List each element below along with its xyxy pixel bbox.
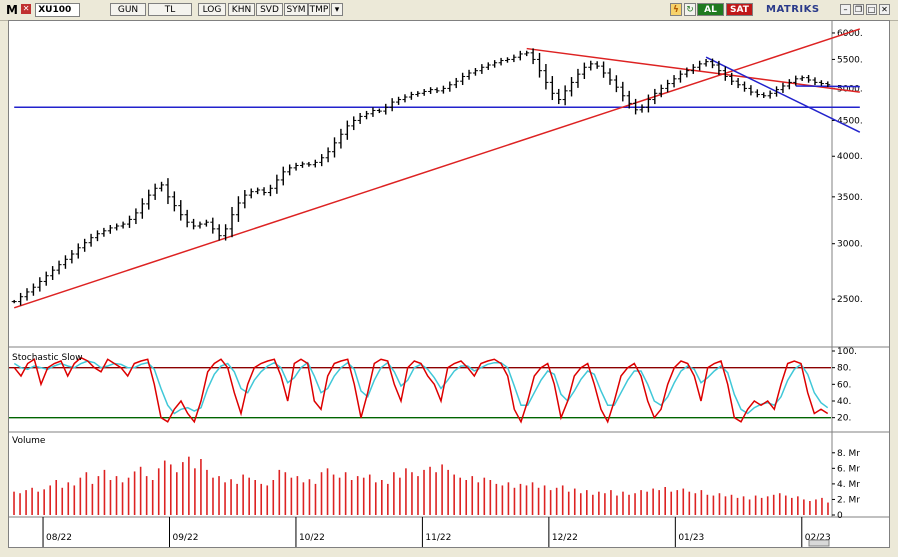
- stochastic-series-line: [13, 360, 829, 415]
- trendline: [13, 28, 861, 309]
- symbol-prefix: M: [6, 3, 18, 17]
- log-scale-button[interactable]: LOG: [198, 3, 226, 16]
- tmp-button[interactable]: TMP: [308, 3, 330, 16]
- volume-y-tick-label: 2. Mr: [837, 495, 860, 505]
- volume-y-tick-label: 0: [837, 511, 843, 521]
- x-axis-month-label: 11/22: [425, 533, 451, 543]
- volume-y-tick-label: 6. Mr: [837, 464, 860, 474]
- svd-button[interactable]: SVD: [256, 3, 283, 16]
- price-y-tick-label: 3500.: [837, 193, 863, 203]
- chart-canvas[interactable]: 2500. 3000. 3500. 4000. 4500. 5000. 5500. 6000.…: [9, 21, 889, 547]
- close-icon[interactable]: ✕: [879, 4, 890, 15]
- stochastic-y-tick-label: 80.: [837, 364, 851, 374]
- buy-button[interactable]: AL: [697, 3, 724, 16]
- restore-icon[interactable]: ❐: [853, 4, 864, 15]
- price-y-tick-label: 3000.: [837, 240, 863, 250]
- chart-area[interactable]: 2500. 3000. 3500. 4000. 4500. 5000. 5500. 6000.…: [8, 20, 890, 548]
- price-y-tick-label: 2500.: [837, 295, 863, 305]
- chart-toolbar: M ✕ XU100 GUN TL LOG KHN SVD SYM TMP ▾ ϟ…: [0, 0, 898, 21]
- x-axis-month-label: 02/23: [805, 533, 831, 543]
- stochastic-y-tick-label: 100.: [837, 347, 857, 357]
- brand-logo: MATRIKS: [766, 4, 820, 15]
- currency-button[interactable]: TL: [148, 3, 192, 16]
- symbol-name[interactable]: XU100: [35, 3, 81, 17]
- sym-button[interactable]: SYM: [284, 3, 308, 16]
- status-bar: [0, 548, 898, 557]
- khn-button[interactable]: KHN: [228, 3, 255, 16]
- maximize-icon[interactable]: □: [866, 4, 877, 15]
- trendline: [705, 56, 861, 133]
- symbol-selector[interactable]: M ✕ XU100: [6, 3, 81, 17]
- volume-panel-title: Volume: [12, 436, 46, 446]
- x-axis-month-label: 10/22: [299, 533, 325, 543]
- volume-y-tick-label: 8. Mr: [837, 449, 860, 459]
- price-y-tick-label: 5500.: [837, 55, 863, 65]
- stochastic-y-tick-label: 60.: [837, 380, 851, 390]
- price-y-tick-label: 5000.: [837, 84, 863, 94]
- sell-button[interactable]: SAT: [726, 3, 753, 16]
- stochastic-y-tick-label: 20.: [837, 414, 851, 424]
- stochastic-y-tick-label: 40.: [837, 397, 851, 407]
- horizontal-scroll-thumb[interactable]: [808, 539, 830, 547]
- period-button[interactable]: GUN: [110, 3, 146, 16]
- x-axis-month-label: 12/22: [552, 533, 578, 543]
- x-axis-month-label: 09/22: [172, 533, 198, 543]
- lightning-icon[interactable]: ϟ: [670, 3, 682, 16]
- minimize-icon[interactable]: –: [840, 4, 851, 15]
- dropdown-arrow-icon[interactable]: ▾: [331, 3, 343, 16]
- price-y-tick-label: 4500.: [837, 116, 863, 126]
- close-symbol-icon[interactable]: ✕: [21, 4, 32, 14]
- refresh-icon[interactable]: ↻: [684, 3, 696, 16]
- x-axis-month-label: 01/23: [678, 533, 704, 543]
- price-y-tick-label: 4000.: [837, 152, 863, 162]
- stochastic-panel-title: Stochastic Slow: [12, 353, 83, 363]
- stochastic-series-line: [13, 356, 829, 424]
- price-y-tick-label: 6000.: [837, 29, 863, 39]
- x-axis-month-label: 08/22: [46, 533, 72, 543]
- volume-y-tick-label: 4. Mr: [837, 480, 860, 490]
